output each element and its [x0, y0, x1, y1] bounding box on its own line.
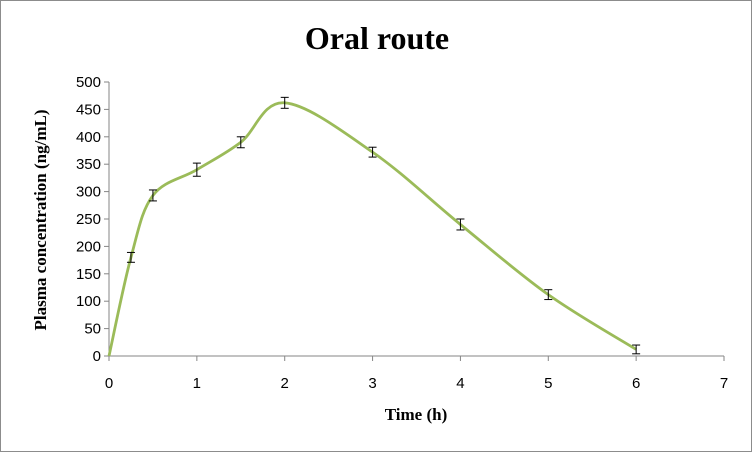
y-tick-label: 350 [76, 156, 101, 173]
x-tick-label: 6 [632, 375, 640, 392]
y-tick-label: 100 [76, 293, 101, 310]
series-layer [107, 96, 641, 357]
error-bar [126, 251, 135, 263]
y-tick-label: 250 [76, 211, 101, 228]
x-tick-label: 2 [281, 375, 289, 392]
series-line [107, 101, 637, 357]
x-tick-label: 4 [456, 375, 464, 392]
y-tick-label: 450 [76, 101, 101, 118]
x-tick-label: 7 [720, 375, 728, 392]
x-tick-label: 0 [105, 375, 113, 392]
y-tick-label: 200 [76, 238, 101, 255]
error-bar [632, 344, 641, 355]
error-bar [456, 218, 465, 231]
error-bar [236, 136, 245, 149]
y-tick-label: 150 [76, 266, 101, 283]
x-tick-label: 1 [193, 375, 201, 392]
x-axis-label: Time (h) [385, 405, 448, 424]
chart-title: Oral route [305, 20, 449, 56]
x-tick-label: 5 [544, 375, 552, 392]
error-bar [280, 96, 289, 109]
error-bar [368, 146, 377, 158]
error-bar [192, 162, 201, 177]
y-tick-label: 500 [76, 74, 101, 91]
y-tick-label: 0 [93, 348, 101, 365]
x-tick-label: 3 [368, 375, 376, 392]
y-tick-label: 400 [76, 129, 101, 146]
error-bar [544, 289, 553, 301]
y-tick-label: 50 [84, 321, 101, 338]
y-tick-label: 300 [76, 184, 101, 201]
error-bar [148, 189, 157, 202]
axes: 0 50 100 150 200 250 300 350 400 450 500 0 1 2 3 4 5 6 7 [76, 74, 728, 392]
y-axis-label: Plasma concentration (ng/mL) [31, 110, 50, 331]
